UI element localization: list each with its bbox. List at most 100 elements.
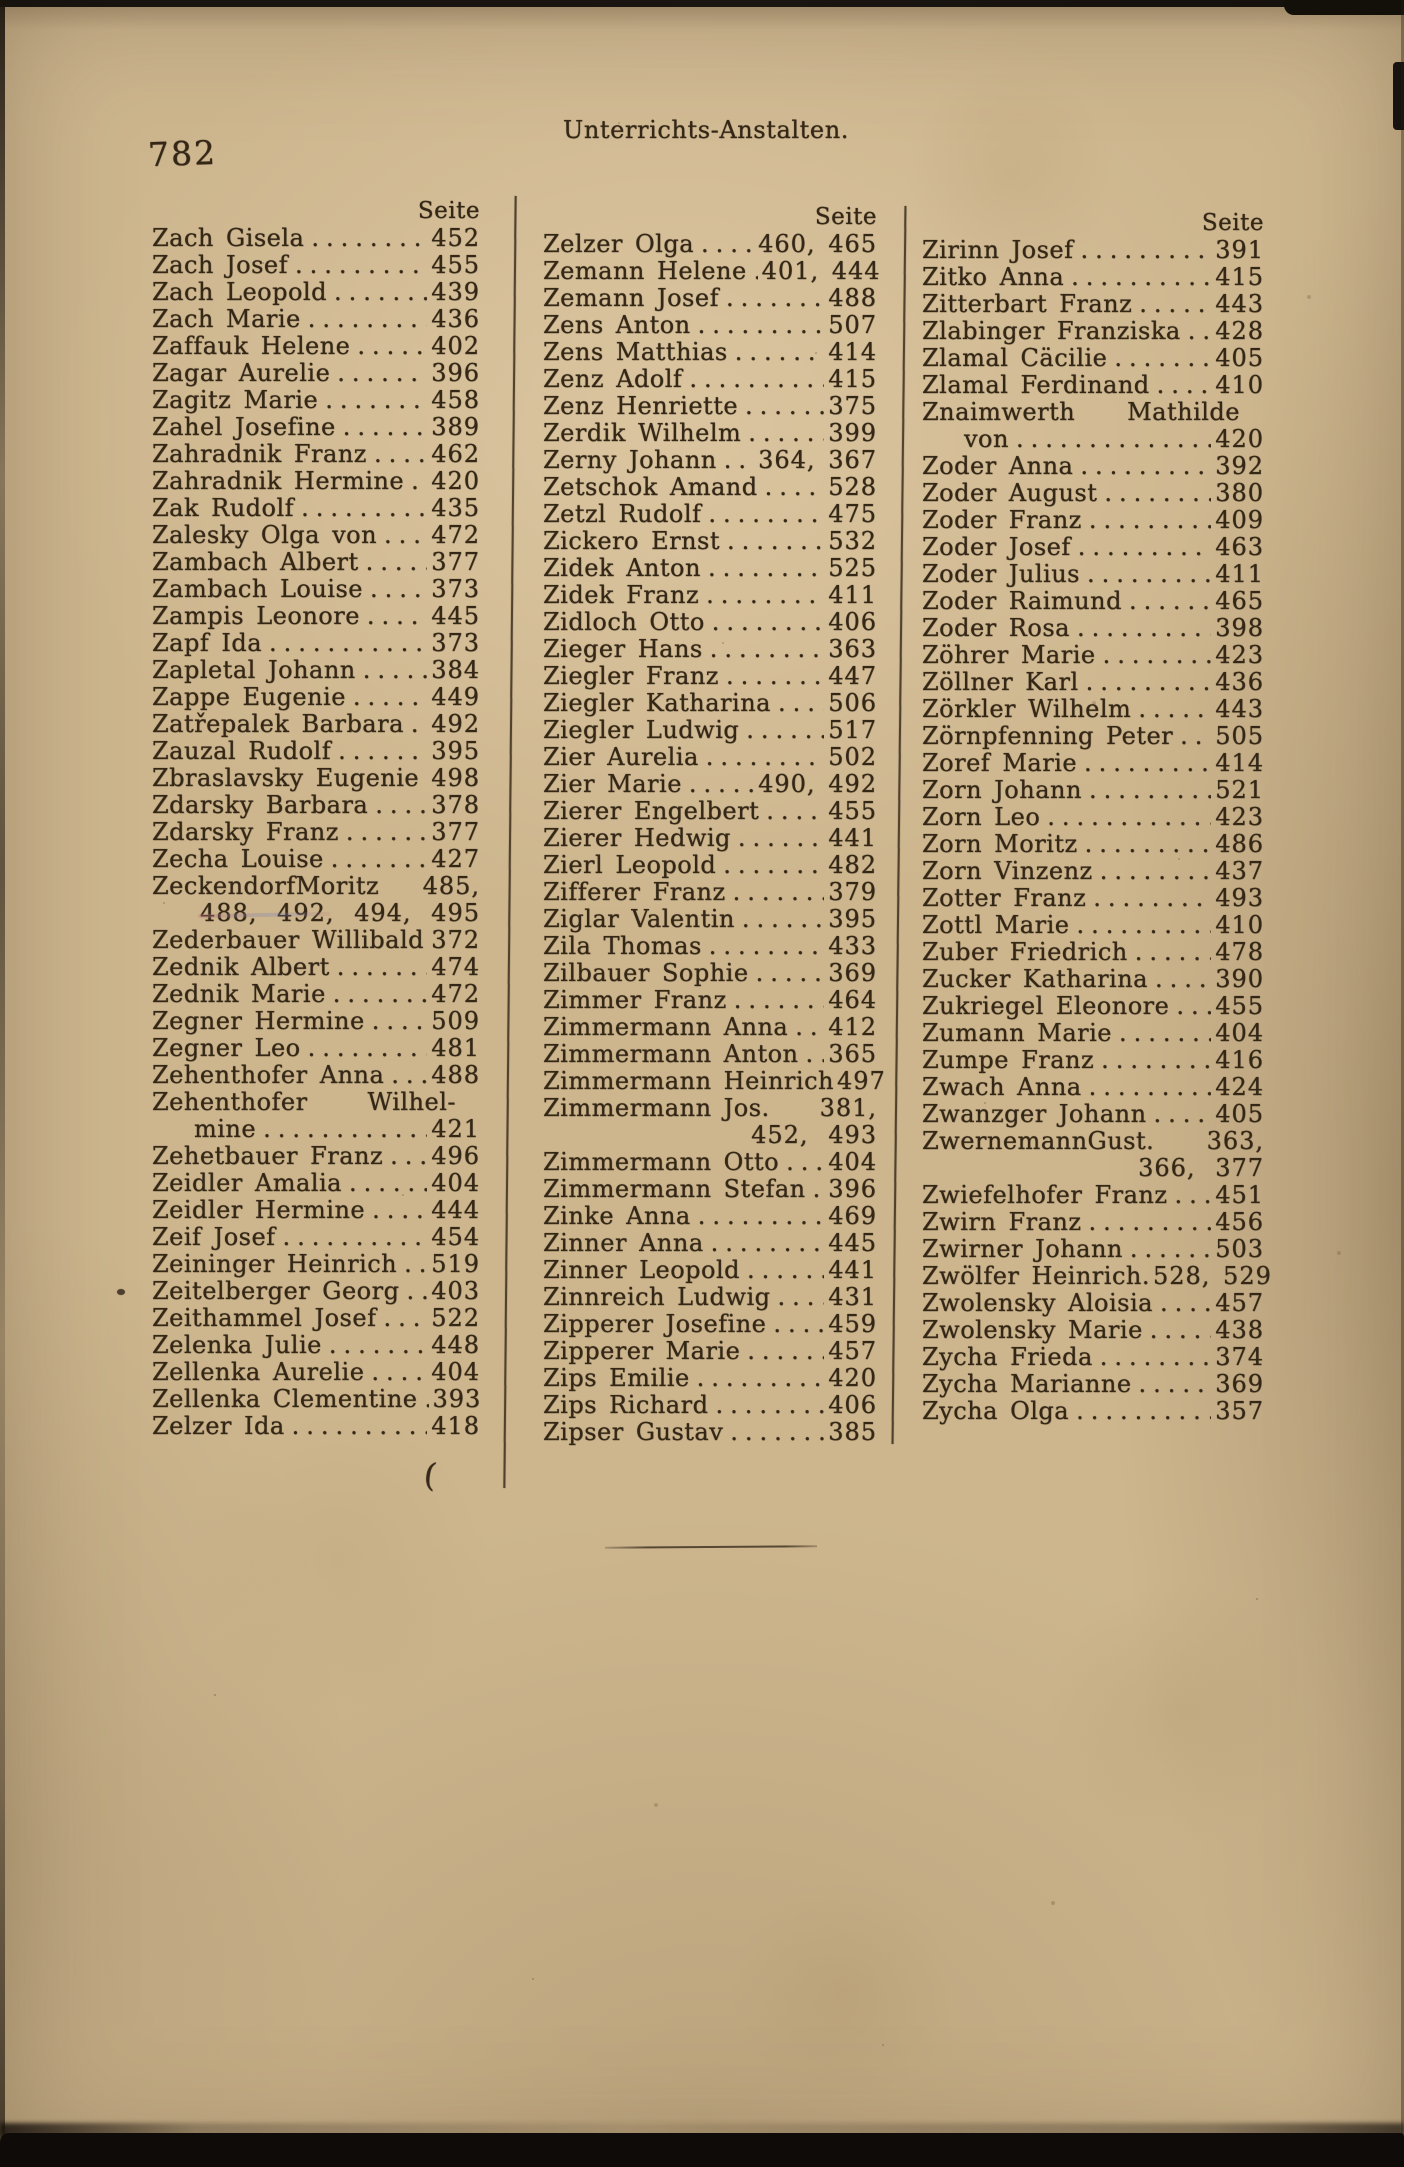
index-line: Zach Leopold 439: [152, 279, 480, 306]
index-line: Zwanzger Johann 405: [922, 1101, 1264, 1128]
index-line: Zauzal Rudolf 395: [152, 738, 480, 765]
page-ref: 493: [1215, 884, 1264, 912]
index-line: Zoder Franz 409: [922, 507, 1264, 534]
index-line: Zipperer Josefine 459: [543, 1311, 877, 1338]
scan-edge-bottom: [0, 2133, 1404, 2167]
entry-name: Zimmermann Anna: [543, 1013, 789, 1041]
index-line: Zambach Louise 373: [152, 576, 480, 603]
index-line: Zoder Julius 411: [922, 561, 1264, 588]
page-ref: 496: [431, 1142, 480, 1170]
page-ref: 401, 444: [761, 257, 881, 285]
index-lines: Zach Gisela 452 Zach Josef 455 Zach Leopold 4…: [152, 225, 480, 1440]
page-ref: 454: [431, 1223, 480, 1251]
entry-name: Zerny Johann: [543, 446, 717, 474]
entry-name: Zelenka Julie: [152, 1331, 322, 1359]
index-line: Zoref Marie 414: [922, 750, 1264, 777]
page-ref: 411: [828, 581, 877, 609]
leader-dots: [726, 879, 825, 906]
page-ref: 443: [1215, 290, 1264, 318]
leader-dots: [1079, 669, 1212, 696]
page-ref: 445: [431, 602, 480, 630]
index-line: Zipperer Marie 457: [543, 1338, 877, 1365]
index-line: Zemann Josef 488: [543, 285, 877, 312]
leader-dots: [377, 522, 427, 549]
leader-dots: [747, 258, 758, 285]
scan-edge-top-right: [1284, 0, 1404, 15]
entry-name: Zambach Louise: [152, 575, 363, 603]
entry-name: Zoder Julius: [922, 560, 1080, 588]
entry-name: Zegner Hermine: [152, 1007, 365, 1035]
entry-name: Zach Marie: [152, 305, 301, 333]
index-line: Zoder Anna 392: [922, 453, 1264, 480]
page-ref: 436: [1215, 668, 1264, 696]
leader-dots: [704, 1230, 825, 1257]
index-line: Zeif Josef 454: [152, 1224, 480, 1251]
running-header: Unterrichts-Anstalten.: [563, 116, 849, 144]
index-line: Zycha Frieda 374: [922, 1344, 1264, 1371]
leader-dots: [363, 576, 427, 603]
leader-dots: [318, 387, 427, 414]
page-ref: 437: [1215, 857, 1264, 885]
entry-name: Zdarsky Franz: [152, 818, 339, 846]
page-ref: 472: [431, 980, 480, 1008]
entry-name: Zbraslavsky Eugenie: [152, 764, 420, 792]
leader-dots: [708, 1392, 824, 1419]
entry-name: Zapletal Johann: [152, 656, 356, 684]
entry-name: Ziegler Katharina: [543, 689, 771, 717]
leader-dots: [1086, 885, 1211, 912]
index-line: Zecha Louise 427: [152, 846, 480, 873]
leader-dots: [365, 1197, 427, 1224]
entry-name: Wilhel-: [367, 1088, 456, 1116]
entry-name: Zier Marie: [543, 770, 682, 798]
entry-name: Zörkler Wilhelm: [922, 695, 1132, 723]
page-ref: 488: [431, 1061, 480, 1089]
entry-name: Zinner Leopold: [543, 1256, 741, 1284]
index-line: Zimmermann Anton 365: [543, 1041, 877, 1068]
leader-dots: [1150, 372, 1212, 399]
entry-name: Zottl Marie: [922, 911, 1070, 939]
page-ref: 373: [431, 575, 480, 603]
page-ref: 405: [1215, 1100, 1264, 1128]
index-line: Zdarsky Barbara 378: [152, 792, 480, 819]
entry-name: Zahradnik Franz: [152, 440, 367, 468]
page-ref: 522: [431, 1304, 480, 1332]
index-line: Zinke Anna 469: [543, 1203, 877, 1230]
page-ref: 384: [431, 656, 480, 684]
entry-name: Zappe Eugenie: [152, 683, 346, 711]
page-ref: 452: [431, 224, 480, 252]
leader-dots: [682, 771, 754, 798]
entry-name: Zotter Franz: [922, 884, 1087, 912]
page-ref: 441: [828, 1256, 877, 1284]
index-line: Zlamal Cäcilie 405: [922, 345, 1264, 372]
leader-dots: [723, 1419, 824, 1446]
entry-name: Zwolensky Marie: [922, 1316, 1143, 1344]
index-line: Zaffauk Helene 402: [152, 333, 480, 360]
entry-name: Zellenka Clementine: [152, 1385, 418, 1413]
leader-dots: [741, 420, 824, 447]
leader-dots: [771, 690, 824, 717]
leader-dots: [360, 603, 427, 630]
index-line: Zickero Ernst 532: [543, 528, 877, 555]
index-line: Zahradnik Franz 462: [152, 441, 480, 468]
index-line: Zens Anton 507: [543, 312, 877, 339]
page-ref: 380: [1215, 479, 1264, 507]
page-ref: 366, 377: [1138, 1154, 1264, 1182]
index-line: Zörkler Wilhelm 443: [922, 696, 1264, 723]
page-ref: 460, 465: [758, 230, 877, 258]
leader-dots: [770, 1284, 824, 1311]
entry-name: Zimmermann Jos.: [543, 1094, 770, 1122]
index-line: Zach Marie 436: [152, 306, 480, 333]
index-line: Zifferer Franz 379: [543, 879, 877, 906]
index-line: Zoder Raimund 465: [922, 588, 1264, 615]
entry-name: ZeckendorfMoritz: [152, 872, 380, 900]
page-ref: 490, 492: [758, 770, 877, 798]
entry-name: Ziglar Valentin: [543, 905, 735, 933]
entry-name: Zinner Anna: [543, 1229, 704, 1257]
index-line: Zirinn Josef 391: [922, 237, 1264, 264]
entry-name: Zorn Johann: [922, 776, 1082, 804]
page-ref: 418: [431, 1412, 480, 1440]
index-lines: Zelzer Olga 460, 465 Zemann Helene 401, 444…: [543, 230, 885, 1446]
index-lines: Zirinn Josef391Zitko Anna415Zitterbart F…: [922, 237, 1271, 1425]
entry-name: Zidek Franz: [543, 581, 700, 609]
entry-name: Zilbauer Sophie: [543, 959, 749, 987]
